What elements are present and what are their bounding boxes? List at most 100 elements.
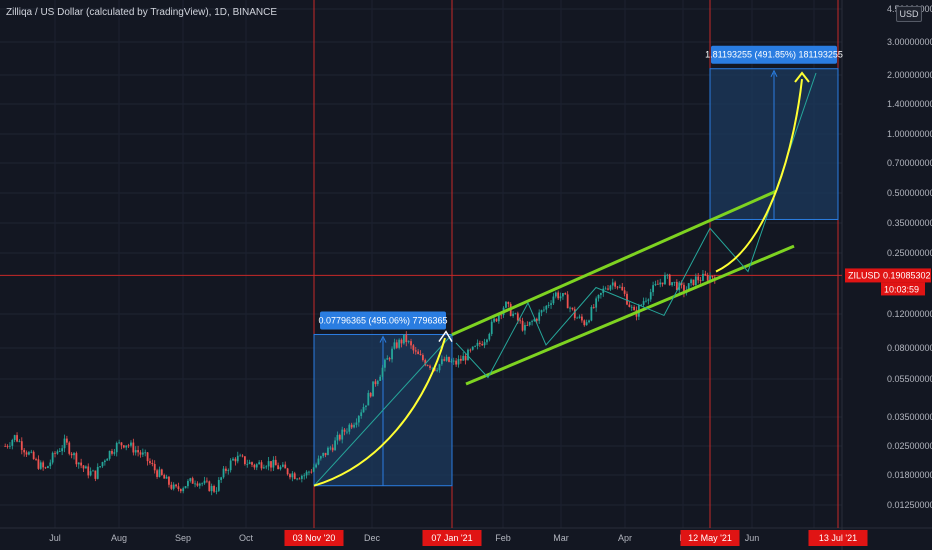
x-tick-label: Jul xyxy=(49,533,61,543)
chart-drawings xyxy=(313,71,817,487)
candle-body xyxy=(386,358,389,360)
symbol-price-tag xyxy=(845,268,931,283)
candle-body xyxy=(476,342,479,346)
x-tick-label: Sep xyxy=(175,533,191,543)
candle-body xyxy=(338,434,341,440)
candle-body xyxy=(343,429,346,432)
date-tag xyxy=(808,530,868,546)
candle-body xyxy=(652,285,655,293)
candle-body xyxy=(514,313,517,315)
candle-body xyxy=(488,333,491,340)
candle-body xyxy=(234,458,237,462)
candle-body xyxy=(317,458,320,465)
candle-body xyxy=(179,489,182,492)
candle-body xyxy=(134,450,137,453)
x-tick-label: Apr xyxy=(618,533,632,543)
x-tick-label: Jun xyxy=(745,533,760,543)
candle-body xyxy=(426,365,429,366)
candle-body xyxy=(500,314,503,316)
measure-arrow-head xyxy=(770,69,778,77)
candle-body xyxy=(322,452,325,457)
candle-body xyxy=(99,466,102,468)
date-tag-label: 03 Nov '20 xyxy=(293,533,336,543)
candle-body xyxy=(445,356,448,361)
candle-body xyxy=(44,467,47,469)
candle-body xyxy=(649,292,652,300)
candle-body xyxy=(331,447,334,451)
date-tag-label: 12 May '21 xyxy=(688,533,732,543)
symbol-label: ZILUSD xyxy=(848,270,881,280)
candle-body xyxy=(668,274,671,286)
candle-body xyxy=(113,452,116,454)
candle-body xyxy=(455,360,458,365)
candle-body xyxy=(106,458,109,461)
candle-body xyxy=(474,345,477,347)
y-tick-label: 0.70000000 xyxy=(887,158,932,168)
candle-body xyxy=(217,479,220,491)
candle-body xyxy=(393,342,396,349)
candle-body xyxy=(122,445,125,448)
candle-body xyxy=(585,322,588,326)
candle-body xyxy=(6,446,9,447)
candle-body xyxy=(675,281,678,291)
candle-body xyxy=(543,309,545,311)
y-tick-label: 0.25000000 xyxy=(887,248,932,258)
candle-body xyxy=(84,466,87,469)
countdown-tag xyxy=(881,282,925,296)
candle-body xyxy=(220,477,223,480)
candle-body xyxy=(61,448,64,452)
candle-body xyxy=(153,464,156,471)
candle-body xyxy=(642,301,645,305)
candle-body xyxy=(661,282,664,285)
candle-body xyxy=(414,350,417,352)
candle-body xyxy=(540,310,543,313)
candle-body xyxy=(291,473,294,478)
candle-body xyxy=(384,359,386,368)
candle-body xyxy=(421,355,424,361)
candle-body xyxy=(146,452,149,462)
candle-body xyxy=(58,451,61,452)
candle-body xyxy=(208,481,211,492)
candle-body xyxy=(614,282,617,287)
candle-body xyxy=(429,365,431,369)
price-axis[interactable]: 4.500000003.000000002.000000001.40000000… xyxy=(887,4,932,510)
candle-body xyxy=(20,441,23,450)
candle-body xyxy=(526,325,529,326)
candle-body xyxy=(424,360,427,366)
candle-body xyxy=(683,284,685,294)
candle-body xyxy=(239,455,242,457)
candle-body xyxy=(604,288,607,290)
candle-body xyxy=(315,464,317,468)
candle-body xyxy=(395,342,398,348)
candle-body xyxy=(666,274,669,276)
candle-body xyxy=(35,459,37,460)
candle-body xyxy=(184,486,187,489)
candle-body xyxy=(711,275,714,278)
candle-body xyxy=(203,480,206,484)
candle-body xyxy=(357,416,360,423)
candle-body xyxy=(697,276,700,281)
candle-body xyxy=(156,470,158,477)
candle-body xyxy=(350,424,353,428)
candle-body xyxy=(640,304,643,306)
candle-body xyxy=(609,285,612,290)
candle-body xyxy=(139,452,142,455)
candle-body xyxy=(611,282,614,286)
y-tick-label: 1.40000000 xyxy=(887,99,932,109)
currency-label[interactable]: USD xyxy=(896,6,922,22)
candle-body xyxy=(398,339,401,348)
candle-body xyxy=(462,355,465,361)
candle-body xyxy=(645,300,647,302)
candle-body xyxy=(75,453,78,465)
candle-body xyxy=(13,435,16,440)
candle-body xyxy=(324,452,327,456)
candle-body xyxy=(111,450,113,454)
candle-body xyxy=(248,462,251,464)
candle-body xyxy=(367,392,370,406)
candle-body xyxy=(191,478,194,484)
measure-label: 1.81193255 (491.85%) 181193255 xyxy=(705,50,843,60)
candle-body xyxy=(201,483,204,485)
candle-body xyxy=(215,490,218,492)
candle-body xyxy=(469,349,472,351)
